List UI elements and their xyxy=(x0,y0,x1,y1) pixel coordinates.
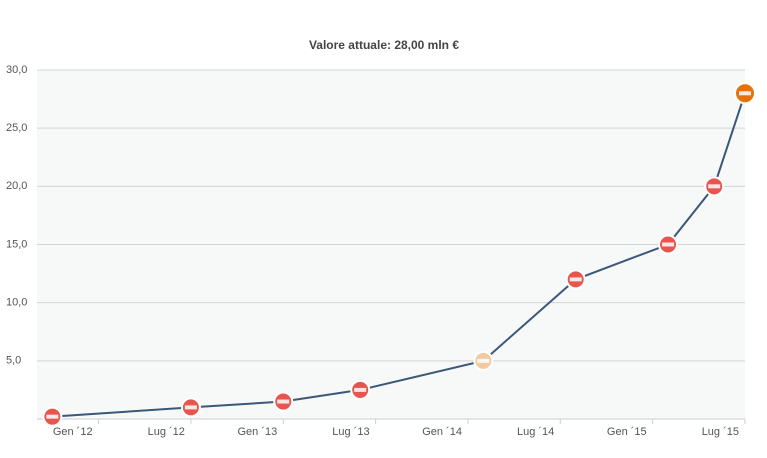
marker-stripe xyxy=(708,184,721,189)
y-tick-label: 15,0 xyxy=(6,238,27,250)
marker-stripe xyxy=(569,277,582,282)
x-tick-label: Gen ´14 xyxy=(422,426,462,438)
marker-stripe xyxy=(277,399,290,404)
marker-stripe xyxy=(354,387,367,392)
marker-stripe xyxy=(477,358,490,363)
y-tick-label: 10,0 xyxy=(6,297,27,309)
x-tick-label: Lug ´14 xyxy=(517,426,554,438)
y-tick-label: 20,0 xyxy=(6,180,27,192)
x-tick-label: Lug ´13 xyxy=(332,426,369,438)
marker-stripe xyxy=(184,405,197,410)
y-tick-label: 30,0 xyxy=(6,64,27,76)
x-tick-label: Gen ´15 xyxy=(607,426,647,438)
marker-stripe xyxy=(662,242,675,247)
x-tick-label: Gen ´13 xyxy=(238,426,278,438)
x-tick-label: Lug ´12 xyxy=(148,426,185,438)
chart-title: Valore attuale: 28,00 mln € xyxy=(309,38,459,52)
x-tick-label: Gen ´12 xyxy=(53,426,93,438)
y-tick-label: 5,0 xyxy=(6,355,21,367)
marker-stripe xyxy=(739,91,751,96)
y-tick-label: 25,0 xyxy=(6,122,27,134)
x-tick-label: Lug ´15 xyxy=(702,426,739,438)
marker-stripe xyxy=(46,414,59,419)
